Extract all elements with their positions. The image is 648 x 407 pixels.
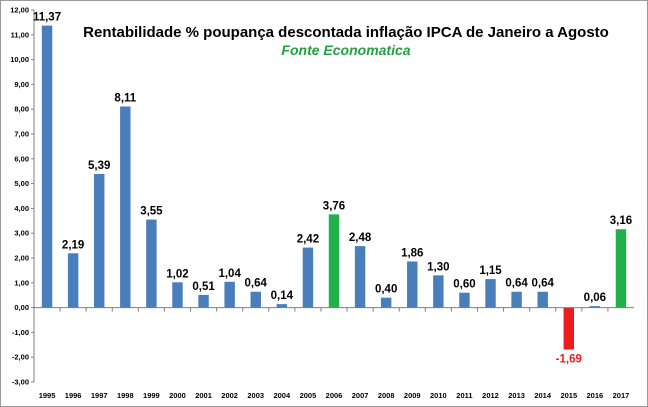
data-label-2005: 2,42 bbox=[297, 234, 319, 246]
x-tick-label: 2000 bbox=[169, 391, 186, 400]
data-label-2001: 0,51 bbox=[192, 281, 215, 293]
x-tick-label: 2003 bbox=[247, 391, 264, 400]
x-tick-label: 2013 bbox=[508, 391, 525, 400]
x-tick-label: 2014 bbox=[534, 391, 552, 400]
bar-1995 bbox=[41, 25, 53, 308]
bar-2003 bbox=[250, 291, 261, 308]
data-label-1998: 8,11 bbox=[114, 92, 136, 104]
data-label-2006: 3,76 bbox=[323, 200, 345, 212]
y-tick-label: -3,00 bbox=[12, 378, 29, 387]
bar-2016 bbox=[589, 306, 601, 308]
x-tick-label: 2010 bbox=[430, 391, 447, 400]
y-tick-label: -1,00 bbox=[12, 328, 29, 337]
y-tick-label: 2,00 bbox=[14, 254, 29, 263]
data-label-2000: 1,02 bbox=[166, 268, 188, 280]
data-label-1995: 11,37 bbox=[33, 12, 61, 24]
data-label-2012: 1,15 bbox=[479, 265, 502, 277]
bar-1997 bbox=[94, 173, 105, 308]
data-label-2013: 0,64 bbox=[505, 278, 528, 290]
y-tick-label: 0,00 bbox=[14, 303, 29, 312]
data-label-2009: 1,86 bbox=[401, 247, 423, 259]
y-tick-label: -2,00 bbox=[12, 353, 29, 362]
bar-2009 bbox=[407, 261, 418, 308]
chart-subtitle: Fonte Economatica bbox=[281, 42, 410, 58]
x-tick-label: 1999 bbox=[143, 391, 160, 400]
x-tick-label: 2015 bbox=[560, 391, 577, 400]
data-label-2016: 0,06 bbox=[584, 292, 606, 304]
x-tick-label: 2004 bbox=[273, 391, 291, 400]
x-tick-label: 2001 bbox=[195, 391, 212, 400]
data-label-2017: 3,16 bbox=[610, 215, 632, 227]
bar-2013 bbox=[511, 291, 522, 308]
bar-1999 bbox=[146, 219, 157, 308]
data-label-2007: 2,48 bbox=[349, 232, 372, 244]
x-tick-label: 2012 bbox=[482, 391, 499, 400]
x-tick-label: 2006 bbox=[326, 391, 343, 400]
data-label-2015: -1,69 bbox=[556, 354, 582, 366]
data-labels: 11,372,195,398,113,551,020,511,040,640,1… bbox=[33, 12, 632, 366]
x-tick-label: 1998 bbox=[117, 391, 134, 400]
x-tick-label: 2016 bbox=[587, 391, 604, 400]
y-tick-label: 12,00 bbox=[10, 6, 29, 15]
x-tick-label: 2011 bbox=[456, 391, 472, 400]
data-label-1997: 5,39 bbox=[88, 160, 110, 172]
y-tick-label: 8,00 bbox=[14, 105, 29, 114]
y-tick-label: 11,00 bbox=[11, 30, 29, 39]
y-tick-label: 10,00 bbox=[10, 55, 29, 64]
bar-2012 bbox=[485, 279, 496, 308]
x-tick-label: 2009 bbox=[404, 391, 421, 400]
y-tick-label: 4,00 bbox=[14, 204, 29, 213]
bar-1996 bbox=[67, 253, 79, 308]
data-label-2011: 0,60 bbox=[453, 279, 475, 291]
y-tick-label: 5,00 bbox=[14, 179, 29, 188]
x-tick-label: 2002 bbox=[221, 391, 238, 400]
bar-2010 bbox=[433, 275, 444, 308]
bar-2005 bbox=[302, 247, 314, 308]
bars bbox=[41, 25, 627, 350]
data-label-2003: 0,64 bbox=[245, 278, 268, 290]
bar-2007 bbox=[354, 246, 366, 308]
chart-title: Rentabilidade % poupança descontada infl… bbox=[83, 24, 609, 41]
bar-2001 bbox=[198, 294, 209, 308]
x-tick-label: 1995 bbox=[39, 391, 56, 400]
data-label-2004: 0,14 bbox=[271, 290, 294, 302]
bar-2017 bbox=[615, 229, 627, 308]
data-label-2010: 1,30 bbox=[427, 261, 449, 273]
y-tick-label: 6,00 bbox=[14, 154, 29, 163]
y-tick-label: 7,00 bbox=[14, 130, 29, 139]
x-tick-label: 2008 bbox=[378, 391, 395, 400]
data-label-1996: 2,19 bbox=[62, 239, 84, 251]
bar-2004 bbox=[276, 304, 288, 308]
x-axis: 1995 1996 1997 1998 1999 2000 2001 2002 2003 2004… bbox=[33, 307, 630, 400]
y-tick-label: 9,00 bbox=[14, 80, 29, 89]
bar-2011 bbox=[459, 292, 470, 308]
data-label-1999: 3,55 bbox=[140, 206, 163, 218]
x-tick-label: 2017 bbox=[613, 391, 630, 400]
x-tick-label: 1997 bbox=[91, 391, 108, 400]
y-axis: -3,00 -2,00 -1,00 0,00 1,00 2,00 3,00 4,00 5,00 6… bbox=[10, 6, 34, 387]
bar-1998 bbox=[120, 106, 131, 308]
x-tick-label: 2007 bbox=[352, 391, 369, 400]
x-tick-label: 1996 bbox=[65, 391, 82, 400]
data-label-2014: 0,64 bbox=[532, 278, 555, 290]
y-tick-label: 3,00 bbox=[14, 229, 29, 238]
data-label-2002: 1,04 bbox=[218, 268, 241, 280]
bar-2002 bbox=[224, 281, 235, 308]
x-tick-label: 2005 bbox=[300, 391, 317, 400]
bar-2006 bbox=[328, 214, 340, 308]
bar-2014 bbox=[537, 291, 548, 308]
bar-2008 bbox=[380, 297, 392, 308]
bar-2015 bbox=[563, 307, 574, 350]
bar-2000 bbox=[172, 282, 183, 308]
data-label-2008: 0,40 bbox=[375, 284, 397, 296]
y-tick-label: 1,00 bbox=[14, 278, 29, 287]
